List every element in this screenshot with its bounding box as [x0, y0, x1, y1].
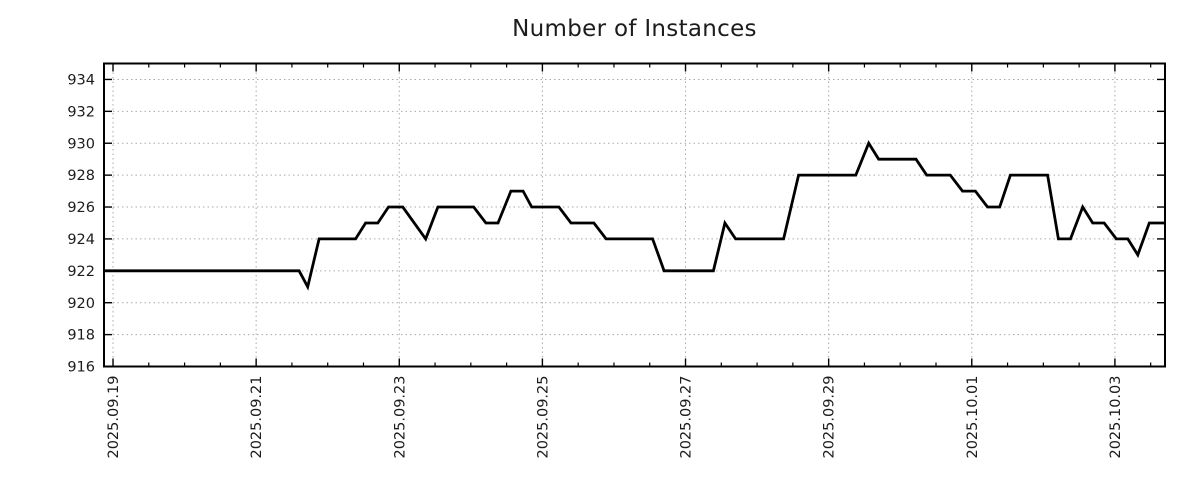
- y-tick-label: 918: [67, 328, 95, 344]
- y-tick-label: 916: [67, 360, 95, 376]
- y-tick-label: 932: [67, 104, 95, 120]
- x-tick-label: 2025.09.25: [535, 376, 551, 459]
- y-tick-label: 934: [67, 73, 95, 89]
- x-tick-label: 2025.09.23: [392, 376, 408, 459]
- y-tick-label: 930: [67, 136, 95, 152]
- x-tick-label: 2025.10.01: [965, 376, 981, 459]
- plot-border: [103, 62, 1166, 368]
- y-tick-label: 928: [67, 168, 95, 184]
- data-line-instances: [104, 140, 1165, 291]
- x-tick-label: 2025.10.03: [1108, 376, 1124, 459]
- y-tick-label: 920: [67, 296, 95, 312]
- x-tick-label: 2025.09.27: [679, 376, 695, 459]
- y-tick-label: 926: [67, 200, 95, 216]
- y-tick-label: 922: [67, 264, 95, 280]
- chart-title: Number of Instances: [512, 16, 757, 42]
- x-tick-label: 2025.09.21: [249, 376, 265, 459]
- y-tick-label: 924: [67, 232, 95, 248]
- x-tick-label: 2025.09.29: [822, 376, 838, 459]
- x-tick-label: 2025.09.19: [106, 376, 122, 459]
